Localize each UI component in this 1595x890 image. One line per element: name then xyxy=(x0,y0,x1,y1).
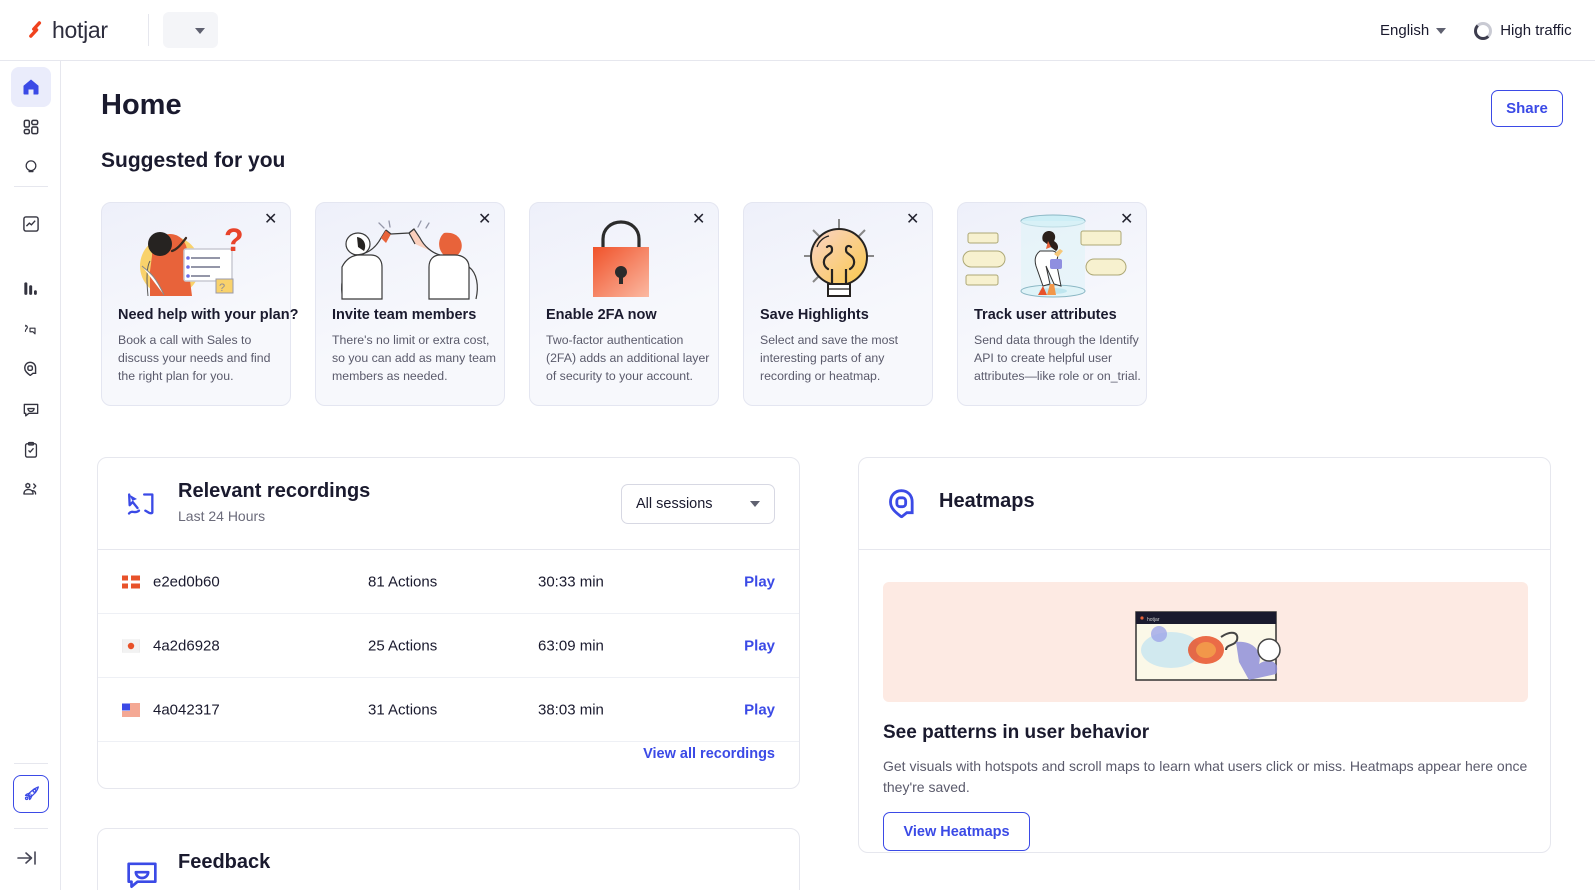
svg-text:hotjar: hotjar xyxy=(1147,617,1160,623)
svg-text:?: ? xyxy=(224,222,244,258)
svg-text:?: ? xyxy=(219,282,225,294)
